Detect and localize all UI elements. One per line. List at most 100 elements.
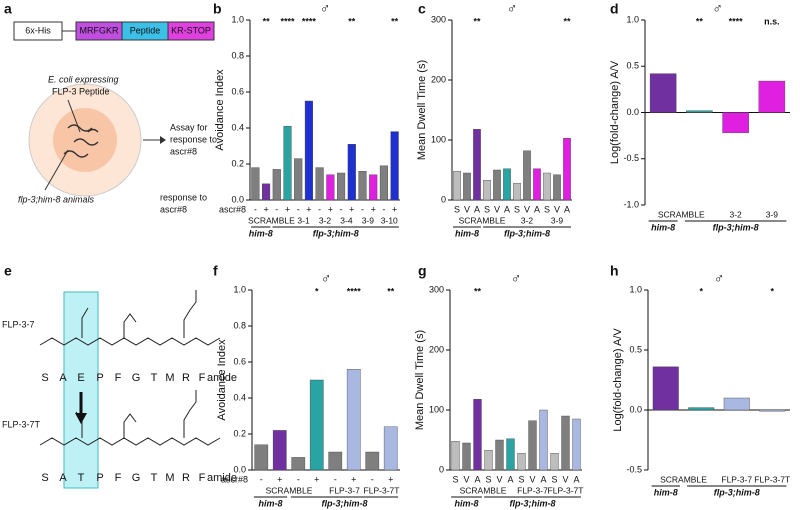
x-tick-label: S — [551, 474, 557, 484]
box-label: MRFGKR — [80, 25, 119, 35]
group-label: 3-9 — [551, 215, 564, 225]
bar — [517, 453, 526, 471]
bar — [462, 442, 471, 471]
residue: amide — [207, 472, 237, 484]
x-tick-label: V — [529, 474, 535, 484]
x-tick-label: - — [318, 204, 321, 214]
x-tick-label: + — [371, 204, 376, 214]
significance: * — [315, 286, 319, 296]
y-tick-label: 1.0 — [233, 284, 246, 294]
residue: F — [115, 372, 122, 384]
bar — [463, 172, 471, 201]
pointer — [67, 99, 81, 133]
assay-text: Assay for — [170, 122, 208, 132]
x-tick-label: + — [349, 204, 354, 214]
x-tick-label: S — [484, 204, 490, 214]
worms — [63, 124, 99, 158]
residue: M — [165, 472, 174, 484]
strain-label: him-8 — [651, 222, 675, 232]
x-tick-label: + — [314, 474, 319, 484]
x-tick-label: - — [361, 204, 364, 214]
bar — [652, 366, 679, 411]
panel-label: f — [213, 263, 218, 279]
group-label: SCRAMBLE — [658, 209, 705, 219]
bar — [473, 128, 481, 201]
bar — [358, 170, 367, 201]
x-tick-label: S — [485, 474, 491, 484]
y-tick-label: -0.5 — [626, 464, 642, 474]
significance: **** — [302, 16, 317, 26]
bar — [326, 174, 335, 201]
bar — [649, 73, 677, 113]
bar — [272, 169, 281, 201]
box-label: Peptide — [130, 25, 161, 35]
y-tick-label: 0.0 — [629, 404, 642, 414]
group-label: 3-4 — [340, 215, 353, 225]
peptide-name: FLP-3-7T — [2, 419, 41, 429]
y-tick-label: 0.6 — [233, 356, 246, 366]
y-tick-label: 1.0 — [626, 14, 639, 24]
x-tick-label: - — [297, 474, 300, 484]
y-tick-label: 0.2 — [233, 428, 246, 438]
residue: A — [59, 472, 67, 484]
group-label: FLP-3-7T — [754, 474, 790, 484]
significance: ** — [348, 16, 356, 26]
box-label: KR-STOP — [171, 25, 211, 35]
strain-label: flp-3;him-8 — [714, 487, 760, 497]
bar — [723, 397, 750, 411]
residue: T — [78, 472, 85, 484]
y-tick-label: 0 — [441, 194, 446, 204]
group-label: SCRAMBLE — [660, 474, 707, 484]
y-tick-label: 0.0 — [626, 107, 639, 117]
bar — [513, 182, 521, 201]
x-tick-label: + — [285, 204, 290, 214]
residue: R — [182, 372, 190, 384]
panel-label: g — [418, 263, 427, 279]
bar — [390, 131, 399, 201]
y-tick-label: 0.4 — [233, 392, 246, 402]
x-tick-label: - — [254, 204, 257, 214]
panel-label: h — [610, 263, 619, 279]
bar — [304, 100, 313, 201]
panel-e — [39, 290, 221, 489]
x-tick-label: - — [340, 204, 343, 214]
x-tick-label: V — [496, 474, 502, 484]
animals-text: flp-3;him-8 animals — [18, 194, 95, 204]
bar — [254, 444, 269, 471]
x-tick-label: + — [351, 474, 356, 484]
strain-label: him-8 — [249, 228, 273, 238]
group-label: 3-9 — [362, 215, 375, 225]
group-label: 3-2 — [729, 209, 742, 219]
structure — [183, 390, 197, 438]
residue: E — [77, 372, 84, 384]
significance: ** — [696, 16, 704, 26]
bar — [346, 369, 361, 471]
x-tick-label: + — [392, 204, 397, 214]
bar — [369, 174, 378, 201]
y-tick-label: 0.4 — [231, 122, 244, 132]
y-axis-label: Avoidance Index — [216, 339, 228, 421]
bar — [473, 399, 482, 471]
bar — [561, 415, 570, 471]
y-tick-label: 0.8 — [233, 320, 246, 330]
significance: **** — [729, 16, 744, 26]
bar — [451, 441, 460, 471]
bar — [523, 150, 531, 201]
significance: ** — [474, 286, 482, 296]
x-tick-label: A — [540, 474, 546, 484]
bar — [347, 143, 356, 201]
bar — [688, 407, 715, 411]
x-tick-label: S — [544, 204, 550, 214]
bar — [539, 409, 548, 471]
group-label: SCRAMBLE — [459, 215, 506, 225]
bar — [294, 158, 303, 201]
male-symbol: ♂ — [321, 270, 332, 286]
y-axis-label: Avoidance Index — [214, 69, 226, 151]
x-tick-label: S — [454, 204, 460, 214]
x-tick-label: - — [382, 204, 385, 214]
residue: T — [151, 472, 158, 484]
bar — [272, 430, 287, 471]
bar — [328, 451, 343, 471]
bar — [379, 165, 388, 201]
